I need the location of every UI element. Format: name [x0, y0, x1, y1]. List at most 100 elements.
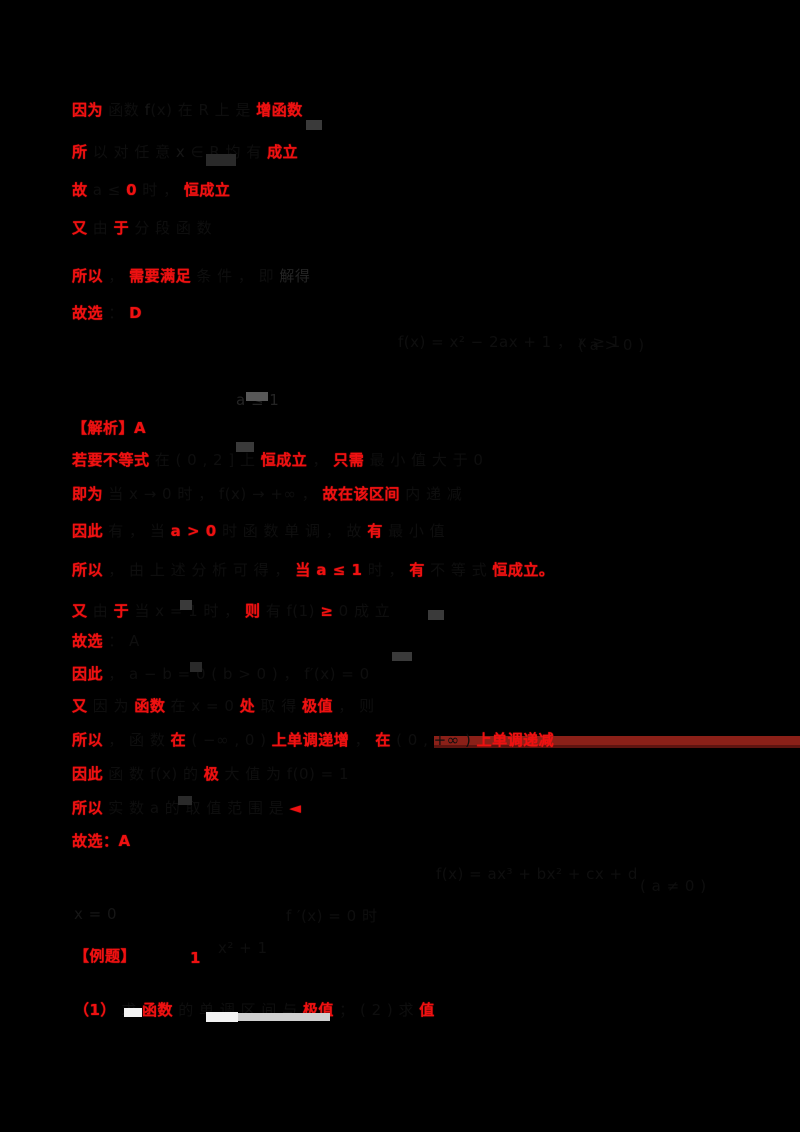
faint-run: 解得 — [279, 267, 311, 285]
highlighted-run: 则 — [244, 602, 261, 620]
faint-run: ( −∞ , 0 ) — [186, 731, 272, 749]
highlighted-run: 所以 — [72, 561, 104, 579]
scan-smear — [206, 1012, 238, 1022]
highlighted-run: （1） — [74, 1001, 116, 1019]
highlighted-run: 有 — [367, 522, 383, 540]
text-line: 【解析】A — [72, 418, 146, 438]
faint-run: a ≤ — [87, 181, 127, 199]
red-rule-shadow — [434, 745, 800, 748]
highlighted-run: 若要不等式 — [72, 451, 150, 469]
text-line: f(x) = x² − 2ax + 1 ， x ≥ 1 — [398, 332, 621, 352]
highlighted-run: D — [129, 304, 143, 322]
highlighted-run: 故在该区间 — [322, 485, 400, 503]
compression-block — [206, 154, 236, 166]
faint-run: 函数 — [103, 101, 145, 119]
faint-run: 函 数 f(x) 的 — [103, 765, 204, 783]
highlighted-run: 在 — [375, 731, 391, 749]
highlighted-run: 函数 — [134, 697, 166, 715]
highlighted-run: 故选 — [72, 304, 104, 322]
highlighted-run: 极值 — [302, 697, 334, 715]
faint-run: 取 得 — [255, 697, 303, 715]
highlighted-run: 函数 — [141, 1001, 173, 1019]
faint-run: ： — [103, 304, 130, 322]
text-line: 又 由 于 分 段 函 数 — [72, 218, 212, 238]
text-line: 又 因 为 函数 在 x = 0 处 取 得 极值 ， 则 — [72, 696, 375, 716]
highlighted-run: 故选 — [72, 632, 104, 650]
highlighted-run: 故 — [72, 181, 88, 199]
highlighted-run: 于 — [113, 602, 130, 620]
faint-run: 最 小 值 — [382, 522, 446, 540]
highlighted-run: 故选：A — [72, 832, 131, 850]
text-line: 因此 ， a − b = 0 ( b > 0 ) ， f′(x) = 0 — [72, 664, 370, 684]
faint-run: f ′(x) = 0 时 — [286, 907, 378, 925]
faint-run: 有 ， 当 — [103, 522, 171, 540]
highlighted-run: 当 a ≤ 1 — [295, 561, 363, 579]
faint-run: 分 段 函 数 — [129, 219, 213, 237]
faint-run: 由 — [87, 219, 114, 237]
faint-run: 内 递 减 — [399, 485, 463, 503]
highlighted-run: 所以 — [72, 267, 104, 285]
highlighted-run: 有 — [409, 561, 425, 579]
faint-run: 在 ( 0 , 2 ] 上 — [149, 451, 261, 469]
faint-run: ： A — [103, 632, 140, 650]
highlighted-run: 即为 — [72, 485, 104, 503]
highlighted-run: ◄ — [289, 799, 302, 817]
compression-block — [190, 662, 202, 672]
highlighted-run: 因此 — [72, 522, 104, 540]
compression-block — [428, 610, 444, 620]
highlighted-run: 因此 — [72, 665, 104, 683]
text-line: 即为 当 x → 0 时 ， f(x) → +∞ ， 故在该区间 内 递 减 — [72, 484, 462, 504]
highlighted-run: 于 — [113, 219, 130, 237]
faint-run: ， a − b = 0 ( b > 0 ) ， f′(x) = 0 — [103, 665, 370, 683]
faint-run: 实 数 a 的 取 值 范 围 是 — [103, 799, 290, 817]
highlighted-run: 增函数 — [256, 101, 303, 119]
text-line: 因为 函数 f(x) 在 R 上 是 增函数 — [72, 100, 303, 120]
text-line: 所以 实 数 a 的 取 值 范 围 是 ◄ — [72, 798, 301, 818]
faint-run: 0 成 立 — [333, 602, 391, 620]
highlighted-run: 又 — [72, 602, 88, 620]
faint-run: 条 件 ， 即 — [191, 267, 280, 285]
faint-run: 最 小 值 大 于 0 — [364, 451, 484, 469]
faint-run: f — [144, 101, 151, 119]
text-line: 所以 ， 由 上 述 分 析 可 得 ， 当 a ≤ 1 时 ， 有 不 等 式… — [72, 560, 554, 580]
text-line: 若要不等式 在 ( 0 , 2 ] 上 恒成立 ， 只需 最 小 值 大 于 0 — [72, 450, 483, 470]
faint-run: 由 — [87, 602, 114, 620]
compression-block — [246, 392, 268, 401]
faint-run: 以 对 任 意 — [87, 143, 176, 161]
compression-block — [236, 442, 254, 452]
highlighted-run: 所以 — [72, 731, 104, 749]
text-line: 1 — [190, 948, 201, 968]
highlighted-run: 上单调递增 — [271, 731, 350, 749]
text-line: 因此 函 数 f(x) 的 极 大 值 为 f(0) = 1 — [72, 764, 349, 784]
highlighted-run: 因此 — [72, 765, 104, 783]
faint-run: f(x) = ax³ + bx² + cx + d — [436, 865, 638, 883]
faint-run: ， 函 数 — [103, 731, 171, 749]
text-line: 故 a ≤ 0 时 ， 恒成立 — [72, 180, 230, 200]
text-line: 【例题】 — [74, 946, 136, 966]
highlighted-run: 成立 — [267, 143, 299, 161]
faint-run: 当 x = 1 时 ， — [129, 602, 245, 620]
compression-block — [180, 600, 192, 610]
faint-run: ， — [349, 731, 376, 749]
text-line: 又 由 于 当 x = 1 时 ， 则 有 f(1) ≥ 0 成 立 — [72, 601, 390, 621]
faint-run: ( a ≠ 0 ) — [640, 877, 707, 895]
highlighted-run: 1 — [190, 949, 201, 967]
text-line: ( a ≠ 0 ) — [640, 876, 707, 896]
scan-smear — [238, 1013, 330, 1021]
highlighted-run: 又 — [72, 697, 88, 715]
highlighted-run: 0 — [126, 181, 138, 199]
faint-run: ； ( 2 ) 求 — [333, 1001, 420, 1019]
highlighted-run: 极 — [203, 765, 220, 783]
faint-run: x² + 1 — [218, 939, 268, 957]
text-line: f ′(x) = 0 时 — [286, 906, 377, 926]
text-line: x = 0 — [74, 904, 117, 924]
faint-run: x — [175, 143, 186, 161]
highlighted-run: 值 — [419, 1001, 435, 1019]
text-line: 故选：A — [72, 831, 131, 851]
faint-run: 有 f(1) — [260, 602, 321, 620]
highlighted-run: 又 — [72, 219, 88, 237]
highlighted-run: 恒成立 — [260, 451, 308, 469]
faint-run: ( 0 , +∞ ) — [390, 731, 477, 749]
highlighted-run: 处 — [239, 697, 256, 715]
